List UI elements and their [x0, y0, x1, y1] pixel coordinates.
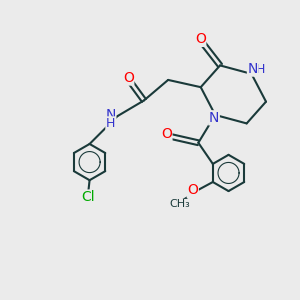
- Text: H: H: [255, 62, 265, 76]
- Text: O: O: [123, 71, 134, 85]
- Text: O: O: [161, 127, 172, 141]
- Text: H: H: [106, 117, 115, 130]
- Text: Cl: Cl: [82, 190, 95, 204]
- Text: N: N: [105, 108, 116, 122]
- Text: N: N: [209, 111, 219, 125]
- Text: O: O: [187, 184, 198, 197]
- Text: N: N: [248, 62, 258, 76]
- Text: CH₃: CH₃: [169, 200, 190, 209]
- Text: O: O: [195, 32, 206, 46]
